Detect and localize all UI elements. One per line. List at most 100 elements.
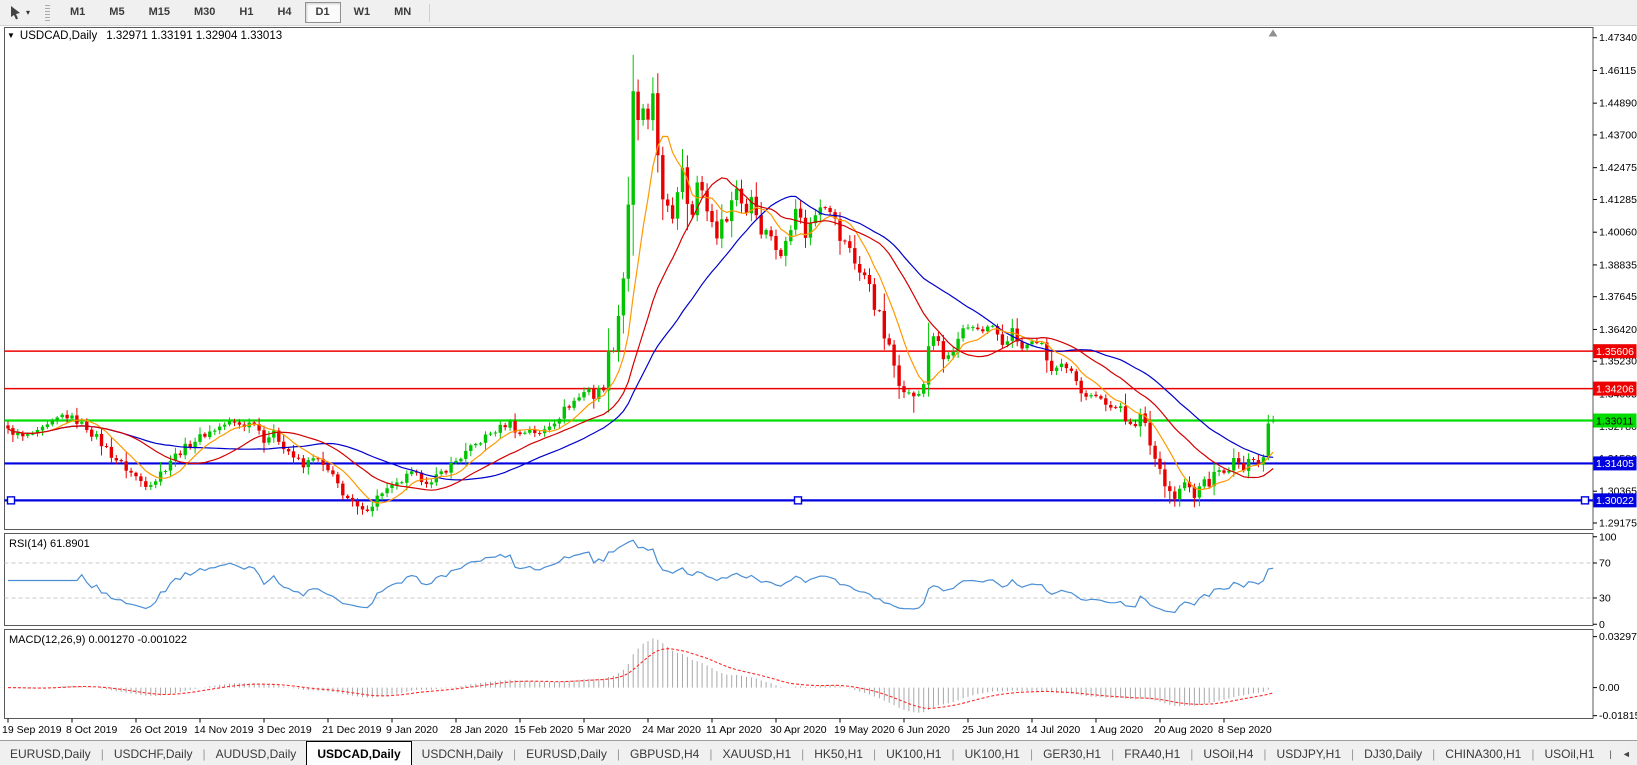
tf-button-mn[interactable]: MN (394, 6, 412, 18)
tab-uk100-h1[interactable]: UK100,H1 (886, 746, 942, 761)
macd-label: MACD(12,26,9) 0.001270 -0.001022 (9, 634, 187, 646)
macd-signal-line (7, 648, 1274, 709)
tab-xauusd-h1[interactable]: XAUUSD,H1 (722, 746, 792, 761)
cursor-icon (11, 6, 20, 20)
tf-button-h4[interactable]: H4 (277, 6, 292, 18)
chart-tab-bar: EURUSD,Daily | USDCHF,Daily | AUDUSD,Daily US… (0, 740, 1637, 765)
svg-text:1 Aug 2020: 1 Aug 2020 (1090, 724, 1143, 736)
chevron-down-icon: ▾ (26, 8, 31, 17)
tab-separator: | (1029, 746, 1034, 761)
tab-separator: | (1263, 746, 1267, 761)
svg-text:21 Dec 2019: 21 Dec 2019 (322, 724, 382, 736)
tab-dj30-daily[interactable]: DJ30,Daily (1364, 746, 1423, 761)
line-handle[interactable] (6, 496, 16, 505)
svg-text:1.42475: 1.42475 (1599, 162, 1637, 174)
tf-button-m15[interactable]: M15 (148, 6, 170, 18)
svg-text:30: 30 (1599, 593, 1611, 605)
line-handle[interactable] (1580, 496, 1590, 505)
tf-button-m30[interactable]: M30 (193, 6, 216, 18)
ma-fast-line (7, 135, 1274, 504)
svg-text:0.00: 0.00 (1599, 682, 1620, 694)
tab-fra40-h1[interactable]: FRA40,H1 (1124, 746, 1181, 761)
tab-separator: | (1351, 746, 1355, 761)
svg-text:1.37645: 1.37645 (1599, 291, 1637, 303)
svg-text:-0.018154: -0.018154 (1599, 710, 1637, 722)
svg-text:19 Sep 2019: 19 Sep 2019 (2, 724, 62, 736)
chart-toolbar: ▾ M1 M5 M15 M30 H1 H4 D1 W1 MN (0, 0, 1637, 26)
svg-text:3 Dec 2019: 3 Dec 2019 (258, 724, 312, 736)
tf-button-m1[interactable]: M1 (70, 6, 86, 18)
tab-audusd-daily[interactable]: AUDUSD,Daily (215, 746, 297, 761)
tab-separator: | (1432, 746, 1436, 761)
tab-scroll-left-button[interactable]: ◄ (1621, 748, 1631, 759)
price-panel[interactable] (4, 27, 1594, 530)
ma-slow-line (7, 195, 1274, 481)
tab-usdchf-daily[interactable]: USDCHF,Daily (113, 746, 193, 761)
svg-text:1.35230: 1.35230 (1599, 356, 1637, 368)
tab-uk100-h1[interactable]: UK100,H1 (964, 746, 1020, 761)
tab-separator: | (202, 746, 206, 761)
date-axis: 19 Sep 2019 8 Oct 2019 26 Oct 2019 14 Nov 2… (2, 718, 1272, 736)
tab-usdcad-daily[interactable]: USDCAD,Daily (306, 741, 412, 765)
tab-usoil-h4[interactable]: USOil,H4 (1203, 746, 1254, 761)
svg-text:19 May 2020: 19 May 2020 (834, 724, 895, 736)
tab-separator: | (1111, 746, 1115, 761)
svg-text:24 Mar 2020: 24 Mar 2020 (642, 724, 701, 736)
chart-title: ▼ USDCAD,Daily 1.32971 1.33191 1.32904 1… (7, 30, 282, 42)
svg-text:70: 70 (1599, 558, 1611, 570)
svg-text:1.33011: 1.33011 (1596, 415, 1633, 427)
svg-text:1.31405: 1.31405 (1596, 458, 1634, 470)
price-badge-1.33011: 1.33011 (1593, 413, 1637, 428)
tab-scroll-arrows: | ◄ ► (1604, 741, 1637, 765)
tab-usdjpy-h1[interactable]: USDJPY,H1 (1276, 746, 1342, 761)
tab-usdcnh-daily[interactable]: USDCNH,Daily (421, 746, 504, 761)
chart-symbol-label: USDCAD,Daily (19, 30, 98, 42)
svg-text:1.30022: 1.30022 (1596, 495, 1634, 507)
svg-text:20 Aug 2020: 20 Aug 2020 (1154, 724, 1213, 736)
tab-separator: | (872, 746, 877, 761)
svg-text:15 Feb 2020: 15 Feb 2020 (514, 724, 573, 736)
tf-button-d1[interactable]: D1 (304, 2, 341, 23)
rsi-panel[interactable] (4, 533, 1594, 626)
tab-separator: | (709, 746, 713, 761)
tab-separator: | (801, 746, 805, 761)
tf-button-h1[interactable]: H1 (239, 6, 254, 18)
timeframe-buttons: M1 M5 M15 M30 H1 H4 D1 W1 MN (58, 2, 423, 23)
svg-text:14 Nov 2019: 14 Nov 2019 (194, 724, 254, 736)
price-badge-1.30022: 1.30022 (6, 493, 1637, 508)
tf-button-m5[interactable]: M5 (109, 6, 125, 18)
cursor-tool-button[interactable]: ▾ (4, 3, 35, 22)
price-badge-1.35606: 1.35606 (1593, 344, 1637, 359)
svg-text:1.38835: 1.38835 (1599, 259, 1637, 271)
ma-mid-line (7, 177, 1274, 491)
line-handle[interactable] (793, 496, 803, 505)
chart-canvas[interactable]: 1.47340 1.46115 1.44890 1.43700 1.42475 1.412… (0, 0, 1637, 740)
svg-text:28 Jan 2020: 28 Jan 2020 (450, 724, 508, 736)
tab-separator: | (1609, 748, 1612, 759)
tab-ger30-h1[interactable]: GER30,H1 (1043, 746, 1102, 761)
tab-separator: | (1190, 746, 1194, 761)
rsi-axis: 100 70 30 0 (1593, 531, 1617, 631)
svg-text:1.34206: 1.34206 (1596, 383, 1634, 395)
svg-text:25 Jun 2020: 25 Jun 2020 (962, 724, 1020, 736)
tab-separator: | (513, 746, 517, 761)
svg-text:14 Jul 2020: 14 Jul 2020 (1026, 724, 1080, 736)
svg-text:1.36420: 1.36420 (1599, 324, 1637, 336)
svg-text:1.41285: 1.41285 (1599, 194, 1637, 206)
tab-eurusd-daily[interactable]: EURUSD,Daily (526, 746, 607, 761)
tf-button-w1[interactable]: W1 (353, 6, 371, 18)
tab-separator: | (616, 746, 620, 761)
tab-gbpusd-h4[interactable]: GBPUSD,H4 (629, 746, 700, 761)
toolbar-separator (429, 3, 431, 22)
tab-hk50-h1[interactable]: HK50,H1 (814, 746, 863, 761)
rsi-line (8, 539, 1274, 614)
svg-text:26 Oct 2019: 26 Oct 2019 (130, 724, 187, 736)
tab-usoil-h1[interactable]: USOil,H1 (1544, 746, 1595, 761)
price-badge-1.34206: 1.34206 (1593, 381, 1637, 396)
tab-eurusd-daily[interactable]: EURUSD,Daily (10, 746, 91, 761)
symbol-dropdown-icon[interactable]: ▼ (7, 30, 15, 40)
tab-china300-h1[interactable]: CHINA300,H1 (1445, 746, 1522, 761)
tab-separator: | (100, 746, 104, 761)
svg-text:1.47340: 1.47340 (1599, 32, 1637, 44)
macd-panel[interactable] (4, 629, 1594, 719)
